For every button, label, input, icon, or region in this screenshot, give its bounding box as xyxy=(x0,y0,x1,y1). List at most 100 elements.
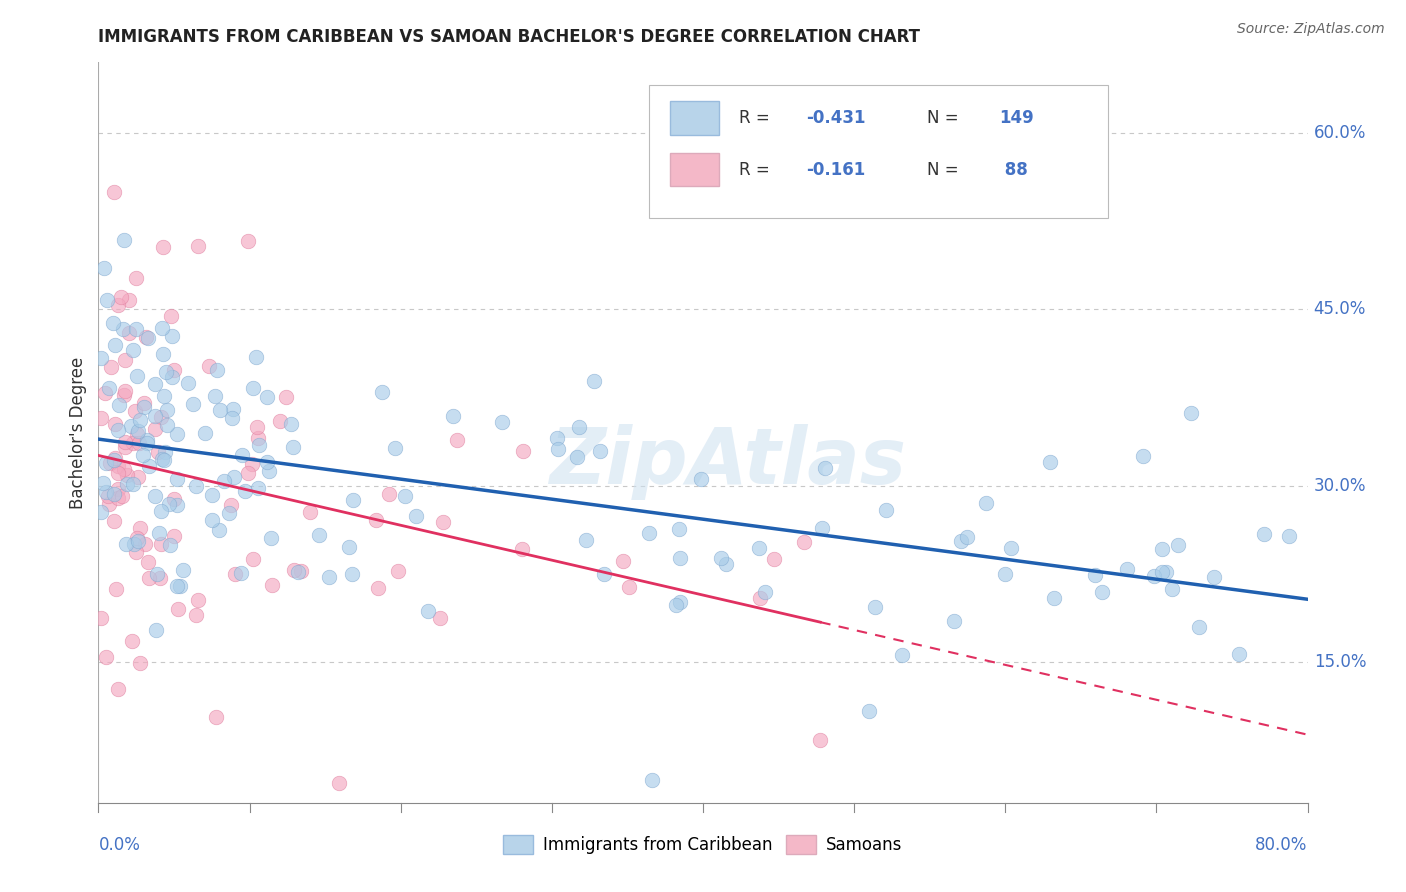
FancyBboxPatch shape xyxy=(648,85,1108,218)
Point xyxy=(112,233,135,247)
Point xyxy=(108,398,131,412)
Point xyxy=(103,514,125,528)
Point xyxy=(125,322,148,336)
Text: 88: 88 xyxy=(1000,161,1028,178)
Point xyxy=(97,489,120,503)
Point xyxy=(134,537,156,551)
Point xyxy=(1091,585,1114,599)
Point xyxy=(1167,538,1189,552)
Point xyxy=(669,594,692,608)
Point xyxy=(114,352,136,367)
Point xyxy=(1152,541,1174,556)
Point xyxy=(429,610,451,624)
Text: 0.0%: 0.0% xyxy=(98,836,141,855)
Point xyxy=(128,435,150,450)
Point xyxy=(370,384,392,399)
Point xyxy=(808,733,831,747)
Point xyxy=(186,607,208,622)
Point xyxy=(890,648,912,663)
Point xyxy=(114,441,136,455)
Point xyxy=(166,427,188,442)
Point xyxy=(187,239,209,253)
Point xyxy=(256,391,278,405)
Point xyxy=(129,413,152,427)
Point xyxy=(149,571,172,585)
Point xyxy=(221,410,243,425)
Point xyxy=(155,366,177,380)
Point xyxy=(114,435,136,450)
Point xyxy=(107,491,129,506)
Point xyxy=(127,470,149,484)
Point xyxy=(238,466,260,480)
Point xyxy=(366,513,388,527)
Point xyxy=(146,566,169,581)
Point xyxy=(405,509,427,524)
Point xyxy=(1154,565,1177,579)
Point xyxy=(163,529,186,543)
Point xyxy=(167,601,190,615)
Point xyxy=(132,448,155,462)
Point xyxy=(283,440,305,454)
Point xyxy=(619,581,641,595)
Point xyxy=(166,498,188,512)
Point xyxy=(114,384,136,398)
Point xyxy=(283,563,305,577)
Point xyxy=(491,415,513,429)
Point xyxy=(637,525,659,540)
Point xyxy=(236,234,259,248)
Point xyxy=(96,293,118,307)
Point xyxy=(118,293,141,307)
Point xyxy=(763,552,786,566)
Point xyxy=(91,475,114,490)
Point xyxy=(367,581,389,595)
Point xyxy=(1180,406,1202,420)
Point xyxy=(135,329,157,343)
Point xyxy=(111,322,134,336)
Point xyxy=(125,271,148,285)
Point xyxy=(793,534,815,549)
Point xyxy=(814,461,837,475)
Point xyxy=(194,426,217,441)
Point xyxy=(107,482,129,496)
Point xyxy=(136,435,159,450)
Point xyxy=(124,537,146,551)
Point xyxy=(125,531,148,545)
Point xyxy=(103,317,125,331)
Point xyxy=(1000,541,1022,555)
Point xyxy=(152,240,174,254)
Point xyxy=(1143,569,1166,583)
Point xyxy=(875,502,897,516)
Point xyxy=(231,448,253,462)
Point xyxy=(150,452,173,467)
Point xyxy=(858,704,880,718)
Point xyxy=(714,558,737,572)
Text: 45.0%: 45.0% xyxy=(1313,301,1367,318)
Point xyxy=(94,485,117,500)
Point xyxy=(1161,582,1184,596)
Point xyxy=(135,433,157,447)
Point xyxy=(107,298,129,312)
Point xyxy=(201,513,224,527)
Point xyxy=(247,431,270,445)
Point xyxy=(256,455,278,469)
Point xyxy=(994,566,1017,581)
Point xyxy=(589,444,612,458)
Point xyxy=(156,418,179,433)
Point xyxy=(132,396,155,410)
Point xyxy=(1204,569,1226,583)
Point xyxy=(121,477,143,491)
Point xyxy=(280,417,302,431)
Point xyxy=(107,467,129,481)
Point xyxy=(749,591,772,605)
Point xyxy=(394,489,416,503)
Point xyxy=(1188,620,1211,634)
Point xyxy=(98,497,121,511)
Point xyxy=(1227,647,1250,661)
Point xyxy=(97,381,120,395)
Point xyxy=(201,488,224,502)
Text: R =: R = xyxy=(740,109,775,127)
Point xyxy=(943,614,966,628)
Text: 80.0%: 80.0% xyxy=(1256,836,1308,855)
Point xyxy=(103,185,125,199)
Point xyxy=(612,554,634,568)
